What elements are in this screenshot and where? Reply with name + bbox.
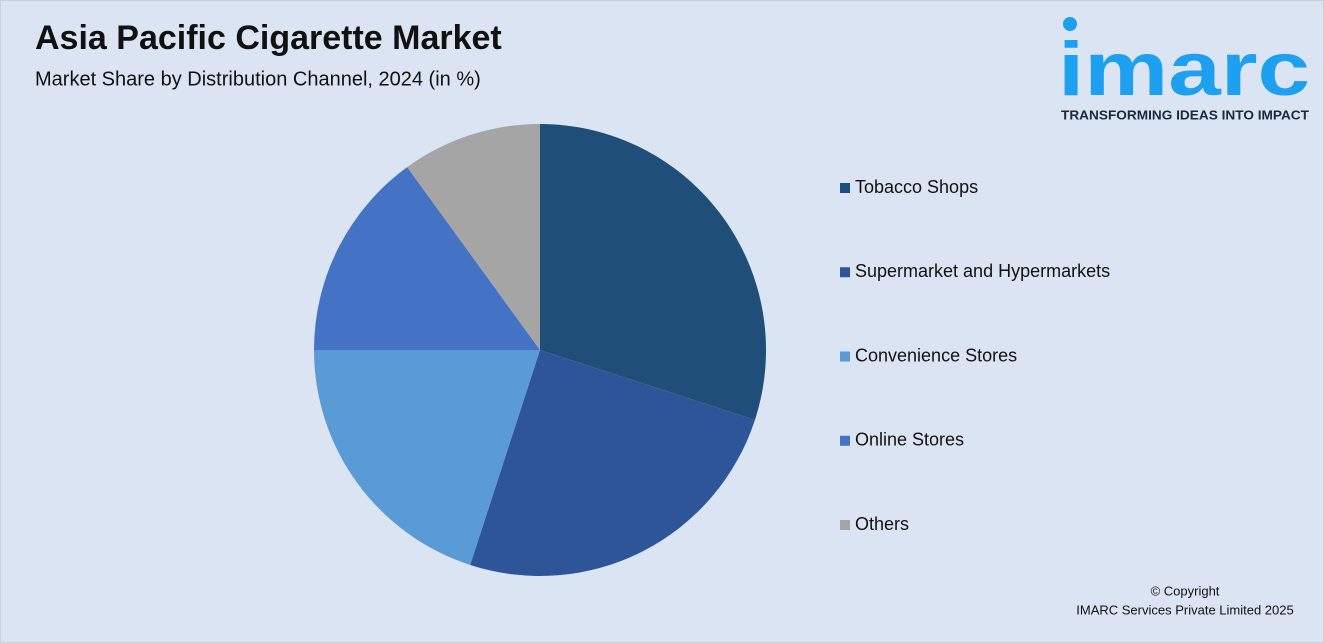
logo-tagline: TRANSFORMING IDEAS INTO IMPACT <box>1061 108 1309 122</box>
pie-slice <box>540 124 766 420</box>
copyright: © Copyright <box>1151 583 1220 598</box>
legend-label: Supermarket and Hypermarkets <box>855 261 1110 281</box>
legend-label: Others <box>855 514 909 534</box>
legend-swatch <box>840 520 850 530</box>
pie-slice <box>407 124 540 350</box>
pie-slice <box>470 350 755 576</box>
logo: imarc <box>1058 27 1310 112</box>
chart-title: Asia Pacific Cigarette Market <box>35 19 502 57</box>
logo-dot <box>1063 17 1077 31</box>
legend-swatch <box>840 183 850 193</box>
legend-label: Convenience Stores <box>855 345 1017 365</box>
legend-swatch <box>840 435 850 446</box>
pie-slice <box>314 167 540 350</box>
chart-subtitle: Market Share by Distribution Channel, 20… <box>35 68 481 90</box>
copyright-owner: IMARC Services Private Limited 2025 <box>1076 602 1293 617</box>
legend-swatch <box>840 351 850 362</box>
pie-slice <box>314 350 540 565</box>
legend-label: Tobacco Shops <box>855 177 978 197</box>
legend-label: Online Stores <box>855 430 964 450</box>
legend-swatch <box>840 267 850 278</box>
